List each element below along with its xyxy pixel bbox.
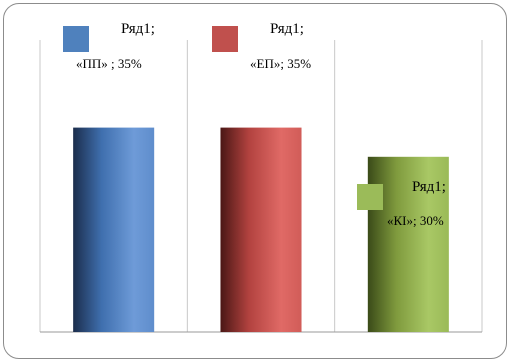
bar-0 (73, 127, 155, 332)
data-label-category-0: «ПП» ; 35% (76, 56, 142, 71)
label-key-2 (357, 184, 383, 210)
data-label-category-1: «ЕП»; 35% (250, 56, 312, 71)
bar-1 (220, 127, 302, 332)
data-label-series-1: Ряд1; (270, 21, 304, 37)
label-key-1 (212, 26, 238, 52)
vertical-gridlines (39, 40, 483, 332)
label-key-0 (63, 26, 89, 52)
data-label-series-0: Ряд1; (121, 21, 155, 37)
data-label-category-2: «КІ»; 30% (387, 213, 444, 228)
data-label-series-2: Ряд1; (412, 179, 446, 195)
